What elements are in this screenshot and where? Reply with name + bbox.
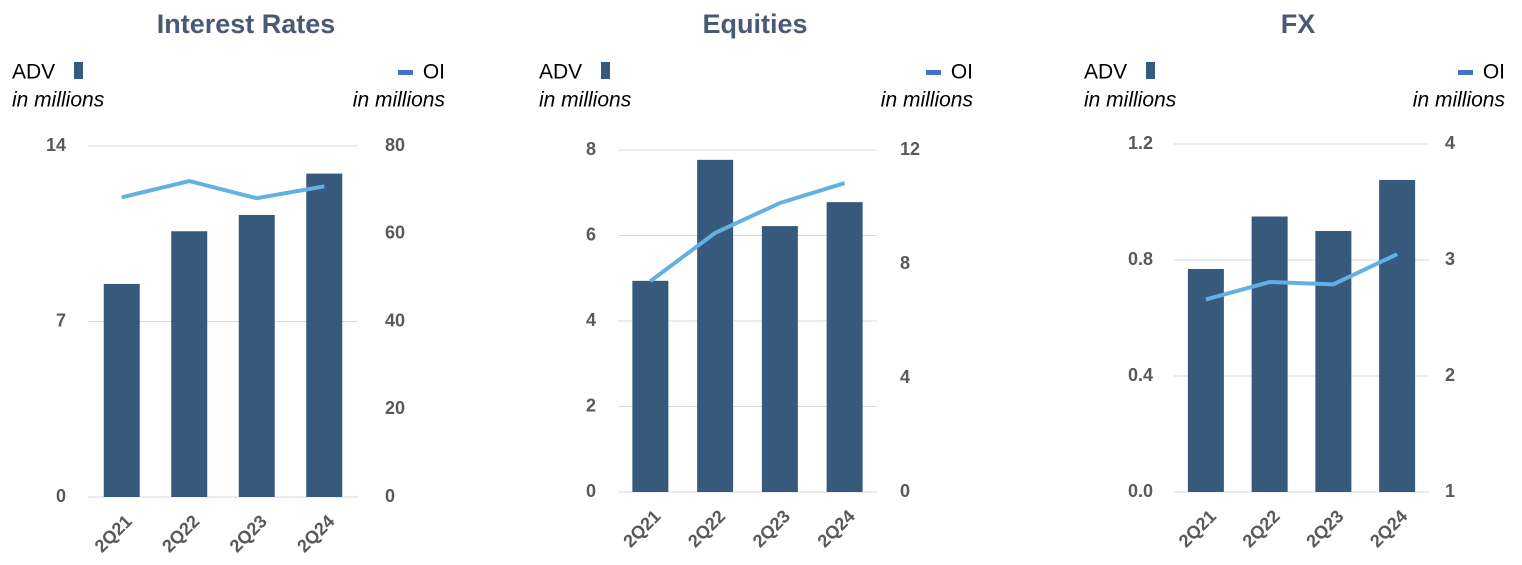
line (121, 179, 325, 201)
y-tick-label: 6 (586, 224, 596, 244)
x-tick-label: 2Q24 (293, 511, 338, 556)
x-tick-label: 2Q23 (1302, 506, 1347, 551)
legend-label: OI (1483, 61, 1505, 84)
bar (1187, 268, 1224, 492)
y-tick-label: 0.4 (1128, 365, 1153, 385)
chart-title: FX (1281, 9, 1316, 39)
chart-title: Equities (702, 9, 807, 39)
y-tick-label: 14 (46, 135, 66, 155)
y2-tick-label: 2 (1445, 365, 1455, 385)
bar (238, 214, 275, 498)
y2-tick-label: 60 (385, 223, 405, 243)
x-tick-label: 2Q21 (619, 506, 664, 551)
x-tick-label: 2Q23 (226, 511, 271, 556)
bar (761, 226, 798, 492)
legend-swatch (926, 70, 941, 75)
legend-swatch (1146, 62, 1155, 79)
y-tick-label: 2 (586, 395, 596, 415)
y2-tick-label: 12 (900, 139, 920, 159)
x-tick-label: 2Q22 (158, 511, 203, 556)
bar (632, 280, 669, 492)
y-tick-label: 7 (56, 310, 66, 330)
y2-tick-label: 20 (385, 398, 405, 418)
chart-title: Interest Rates (157, 9, 336, 39)
y2-tick-label: 0 (385, 486, 395, 506)
bar (1315, 231, 1352, 492)
y2-tick-label: 8 (900, 253, 910, 273)
y-tick-label: 8 (586, 139, 596, 159)
x-tick-label: 2Q24 (814, 506, 859, 551)
y-tick-label: 1.2 (1128, 133, 1153, 153)
bar (306, 173, 343, 498)
legend-label: OI (951, 61, 973, 84)
y-tick-label: 0.8 (1128, 249, 1153, 269)
y2-tick-label: 4 (1445, 133, 1455, 153)
y-unit: in millions (12, 89, 105, 112)
y-unit: in millions (539, 89, 632, 112)
y-tick-label: 0 (586, 481, 596, 501)
bar (1251, 216, 1288, 492)
y2-tick-label: 0 (900, 481, 910, 501)
bar (697, 159, 734, 492)
legend-label: OI (423, 61, 445, 84)
bar (1379, 179, 1416, 492)
y2-unit: in millions (353, 89, 446, 112)
line (649, 181, 846, 283)
x-tick-label: 2Q22 (1239, 506, 1284, 551)
x-tick-label: 2Q23 (749, 506, 794, 551)
y2-tick-label: 4 (900, 367, 910, 387)
bar (826, 202, 863, 492)
y-unit: in millions (1084, 89, 1177, 112)
legend-swatch (74, 62, 83, 79)
x-tick-label: 2Q21 (91, 511, 136, 556)
legend-label: ADV (1084, 61, 1127, 84)
bar (171, 231, 208, 497)
legend-label: ADV (539, 61, 582, 84)
legend-label: ADV (12, 61, 55, 84)
y-tick-label: 0.0 (1128, 481, 1153, 501)
y-tick-label: 0 (56, 486, 66, 506)
y2-tick-label: 1 (1445, 481, 1455, 501)
x-tick-label: 2Q22 (684, 506, 729, 551)
y2-unit: in millions (881, 89, 974, 112)
x-tick-label: 2Q24 (1366, 506, 1411, 551)
legend-swatch (1458, 70, 1473, 75)
y2-tick-label: 3 (1445, 249, 1455, 269)
bar (103, 283, 140, 497)
y-tick-label: 4 (586, 310, 596, 330)
legend-swatch (398, 70, 413, 75)
y2-tick-label: 80 (385, 135, 405, 155)
y2-unit: in millions (1413, 89, 1506, 112)
legend-swatch (601, 62, 610, 79)
x-tick-label: 2Q21 (1175, 506, 1220, 551)
y2-tick-label: 40 (385, 310, 405, 330)
line (1205, 252, 1398, 302)
